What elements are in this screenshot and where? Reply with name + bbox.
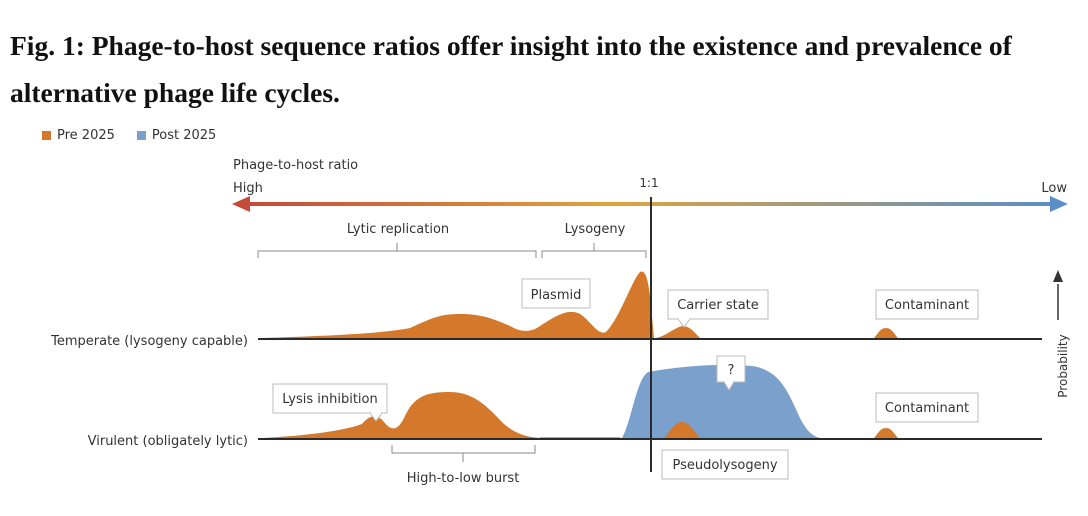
virulent-row-label: Virulent (obligately lytic) <box>88 434 248 449</box>
arrowhead-low <box>1050 196 1068 212</box>
legend-swatch-post <box>136 131 146 140</box>
legend-item-pre: Pre 2025 <box>42 128 115 143</box>
carrier-state-curve <box>656 326 700 338</box>
callout-lysis-inhibition: Lysis inhibition <box>272 383 388 422</box>
callout-pseudolysogeny-text: Pseudolysogeny <box>672 458 777 473</box>
high-to-low-burst-label: High-to-low burst <box>407 471 520 486</box>
callout-contaminant-top: Contaminant <box>875 289 979 320</box>
legend-item-post: Post 2025 <box>136 128 217 143</box>
callout-contaminant-top-text: Contaminant <box>885 298 969 313</box>
legend-label-pre: Pre 2025 <box>57 128 115 143</box>
axis-center-label: 1:1 <box>639 176 658 190</box>
lysogeny-label: Lysogeny <box>565 222 626 237</box>
pseudolysogeny-post-curve <box>622 364 820 438</box>
contaminant-top-curve <box>874 328 898 338</box>
probability-arrow <box>1053 270 1063 320</box>
callout-question-text: ? <box>728 363 735 378</box>
legend-label-post: Post 2025 <box>151 128 217 143</box>
figure-title-line-2: alternative phage life cycles. <box>10 77 340 108</box>
arrowhead-high <box>232 196 250 212</box>
callout-contaminant-bottom: Contaminant <box>875 392 979 423</box>
figure-title: Fig. 1: Phage-to-host sequence ratios of… <box>10 22 1088 116</box>
callout-carrier-state-text: Carrier state <box>677 298 759 313</box>
figure-title-line-1: Fig. 1: Phage-to-host sequence ratios of… <box>10 30 1012 61</box>
pseudolysogeny-pre-curve <box>664 422 700 438</box>
callout-question: ? <box>716 355 746 391</box>
virulent-lytic-curve <box>262 392 540 438</box>
axis-high-label: High <box>233 181 263 196</box>
callout-carrier-state: Carrier state <box>667 289 769 328</box>
callout-contaminant-bottom-text: Contaminant <box>885 401 969 416</box>
axis-low-label: Low <box>1041 181 1067 196</box>
callout-pseudolysogeny: Pseudolysogeny <box>661 449 789 480</box>
callout-plasmid-text: Plasmid <box>531 288 582 303</box>
contaminant-bottom-curve <box>874 428 898 438</box>
axis-title: Phage-to-host ratio <box>233 158 358 173</box>
temperate-row-label: Temperate (lysogeny capable) <box>50 334 248 349</box>
legend: Pre 2025 Post 2025 <box>42 128 230 143</box>
burst-bracket <box>391 445 536 462</box>
lytic-replication-label: Lytic replication <box>347 222 449 237</box>
probability-label: Probability <box>1056 334 1070 397</box>
lytic-bracket <box>257 243 537 258</box>
callout-lysis-inhibition-text: Lysis inhibition <box>282 392 378 407</box>
temperate-pre-distributions <box>262 271 898 338</box>
lysogeny-bracket <box>541 243 647 258</box>
legend-swatch-pre <box>42 131 51 140</box>
temperate-lytic-curve <box>262 271 654 338</box>
callout-plasmid: Plasmid <box>521 278 591 309</box>
